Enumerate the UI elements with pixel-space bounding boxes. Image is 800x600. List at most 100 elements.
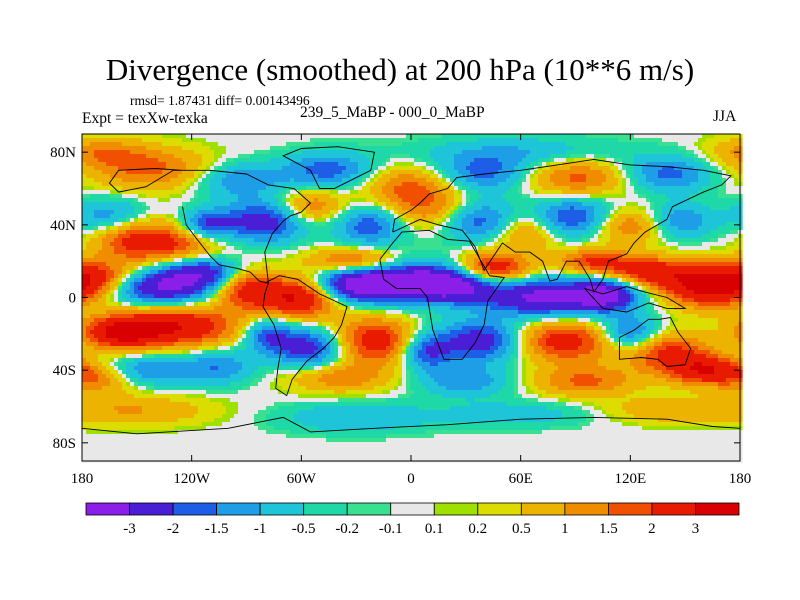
field-cell [310,250,315,255]
field-cell [426,134,431,139]
field-cell [342,154,347,159]
field-cell [710,150,715,155]
field-cell [626,166,631,171]
field-cell [330,170,335,175]
field-cell [330,182,335,187]
field-cell [166,142,171,147]
field-cell [602,222,607,227]
field-cell [394,230,399,235]
field-cell [166,210,171,215]
field-cell [502,138,507,143]
field-cell [186,206,191,211]
field-cell [102,250,107,255]
field-cell [718,162,723,167]
field-cell [706,178,711,183]
field-cell [530,242,535,247]
field-cell [310,174,315,179]
field-cell [478,246,483,251]
field-cell [250,134,255,139]
field-cell [158,246,163,251]
field-cell [370,166,375,171]
field-cell [358,150,363,155]
field-cell [710,162,715,167]
field-cell [310,226,315,231]
field-cell [498,218,503,223]
field-cell [546,210,551,215]
field-cell [714,226,719,231]
field-cell [150,206,155,211]
field-cell [574,238,579,243]
field-cell [366,194,371,199]
field-cell [198,210,203,215]
field-cell [398,186,403,191]
field-cell [706,226,711,231]
field-cell [194,214,199,219]
field-cell [90,250,95,255]
field-cell [194,234,199,239]
field-cell [186,238,191,243]
field-cell [638,242,643,247]
field-cell [514,194,519,199]
field-cell [266,138,271,143]
field-cell [722,214,727,219]
field-cell [222,254,227,259]
field-cell [114,210,119,215]
field-cell [522,154,527,159]
field-cell [282,238,287,243]
field-cell [338,210,343,215]
field-cell [306,170,311,175]
field-cell [154,150,159,155]
field-cell [590,170,595,175]
field-cell [366,214,371,219]
field-cell [638,186,643,191]
field-cell [274,222,279,227]
field-cell [714,218,719,223]
field-cell [206,194,211,199]
field-cell [586,142,591,147]
field-cell [502,186,507,191]
field-cell [518,226,523,231]
field-cell [558,202,563,207]
field-cell [86,150,91,155]
field-cell [562,194,567,199]
field-cell [306,186,311,191]
field-cell [530,178,535,183]
field-cell [494,226,499,231]
field-cell [714,242,719,247]
field-cell [562,178,567,183]
field-cell [554,202,559,207]
field-cell [602,246,607,251]
field-cell [694,146,699,151]
field-cell [166,190,171,195]
field-cell [430,138,435,143]
field-cell [358,210,363,215]
field-cell [582,170,587,175]
field-cell [122,238,127,243]
field-cell [678,198,683,203]
field-cell [494,206,499,211]
field-cell [610,250,615,255]
field-cell [226,162,231,167]
field-cell [278,202,283,207]
field-cell [554,214,559,219]
field-cell [370,214,375,219]
field-cell [170,230,175,235]
field-cell [266,218,271,223]
field-cell [526,186,531,191]
field-cell [606,134,611,139]
field-cell [598,166,603,171]
field-cell [534,138,539,143]
field-cell [82,202,87,207]
field-cell [598,234,603,239]
field-cell [210,198,215,203]
field-cell [162,186,167,191]
field-cell [642,166,647,171]
field-cell [414,194,419,199]
field-cell [346,174,351,179]
field-cell [442,206,447,211]
field-cell [310,234,315,239]
field-cell [574,166,579,171]
field-cell [442,234,447,239]
field-cell [174,166,179,171]
field-cell [578,158,583,163]
